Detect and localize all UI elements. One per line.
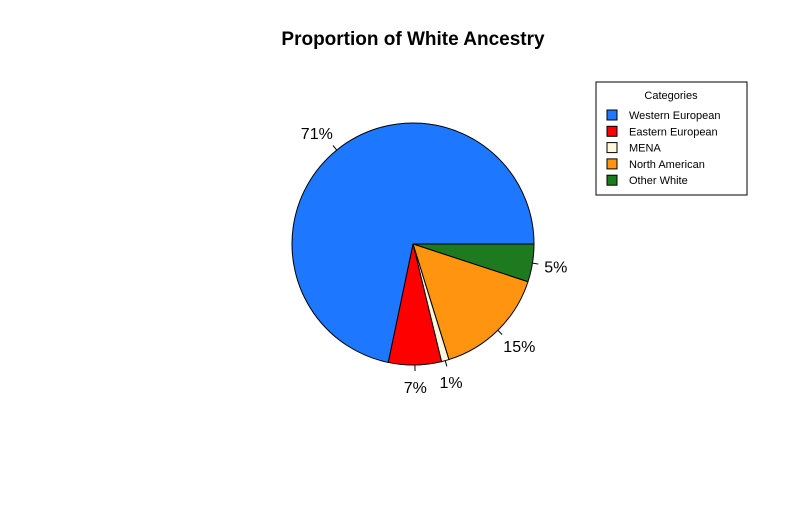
legend-box (595, 81, 748, 196)
pie-slice-labels: 5% 15% 1% 7% 71% (301, 126, 568, 397)
pie-label-mena: 1% (440, 375, 463, 392)
legend-label-eastern-european: Eastern European (629, 126, 718, 138)
legend-swatch-north-american (606, 158, 618, 170)
legend-label-other-white: Other White (629, 175, 688, 187)
legend-label-western-european: Western European (629, 110, 721, 122)
legend-swatch-mena (606, 142, 618, 154)
pie-label-eastern-european: 7% (404, 380, 427, 397)
pie-label-western-european: 71% (301, 126, 333, 143)
pie-label-north-american: 15% (503, 339, 535, 356)
legend-label-north-american: North American (629, 159, 705, 171)
legend-title: Categories (644, 90, 698, 102)
legend-items: Western European Eastern European MENA Nort… (606, 109, 721, 187)
pie-tick-other-white (532, 262, 539, 265)
legend-swatch-western-european (606, 109, 618, 121)
legend: Categories Western European Eastern Europ… (595, 81, 748, 196)
pie-label-ticks (332, 145, 539, 371)
pie-slice-north-american (412, 243, 529, 361)
legend-swatch-eastern-european (606, 125, 618, 137)
pie-label-other-white: 5% (544, 260, 567, 277)
pie-tick-mena (444, 360, 448, 367)
pie-slices (291, 122, 535, 366)
legend-label-mena: MENA (629, 143, 661, 155)
legend-swatch-other-white (606, 174, 618, 186)
chart-title: Proportion of White Ancestry (281, 29, 545, 50)
pie-tick-western-european (332, 145, 338, 151)
pie-tick-north-american (497, 329, 503, 335)
